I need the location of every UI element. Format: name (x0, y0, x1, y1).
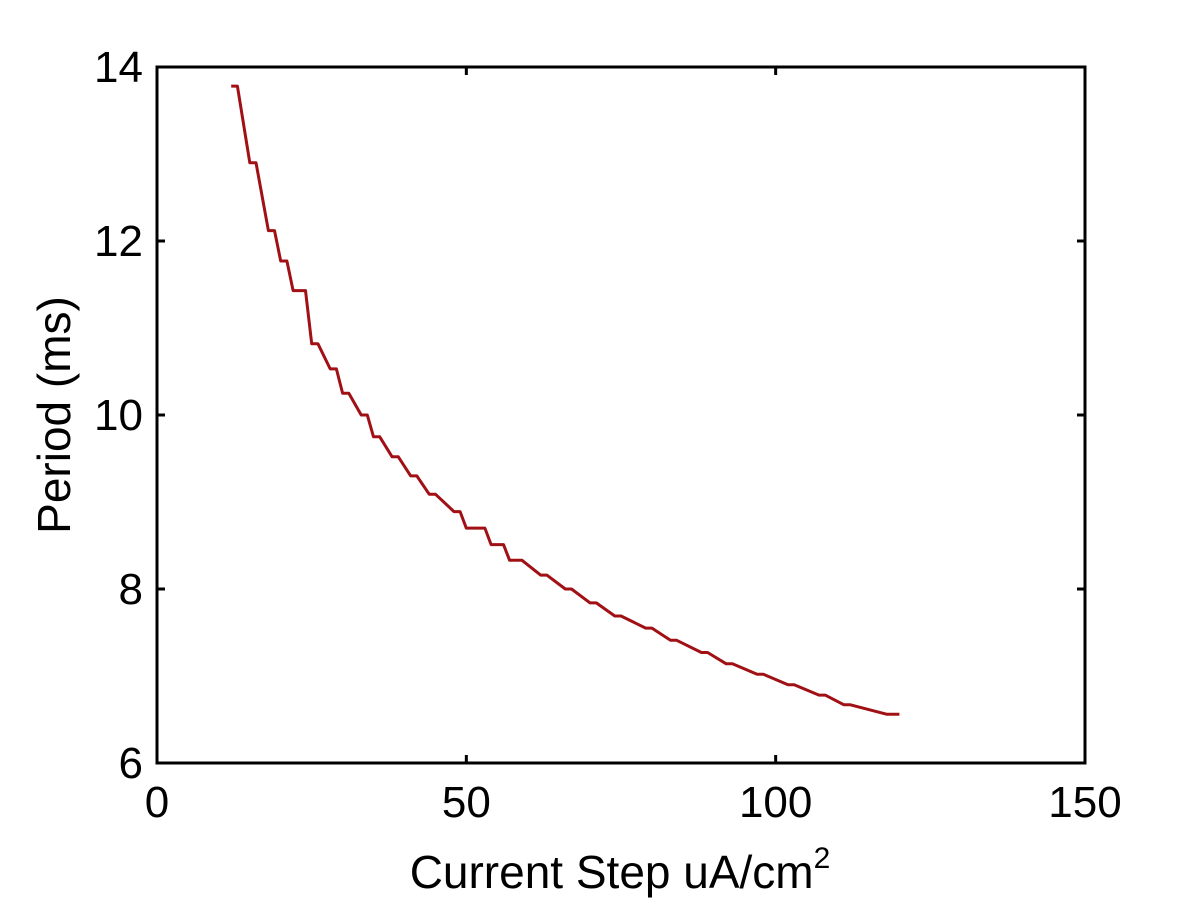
y-axis-label: Period (ms) (28, 296, 80, 534)
ticks-layer (155, 65, 1087, 765)
x-tick-label-0: 0 (145, 778, 169, 827)
plot-line-layer (231, 84, 900, 716)
series-line-0 (231, 84, 900, 716)
x-tick-label-50: 50 (442, 778, 491, 827)
plot-frame (155, 65, 1087, 765)
y-tick-label-10: 10 (94, 391, 143, 440)
x-tick-label-100: 100 (739, 778, 812, 827)
y-tick-label-6: 6 (119, 739, 143, 788)
x-axis-label: Current Step uA/cm2 (410, 842, 831, 898)
y-tick-label-12: 12 (94, 217, 143, 266)
y-tick-label-8: 8 (119, 565, 143, 614)
tick-labels-layer: 0 50 100 150 6 8 10 12 14 (94, 43, 1122, 827)
x-tick-label-150: 150 (1048, 778, 1121, 827)
y-tick-label-14: 14 (94, 43, 143, 92)
